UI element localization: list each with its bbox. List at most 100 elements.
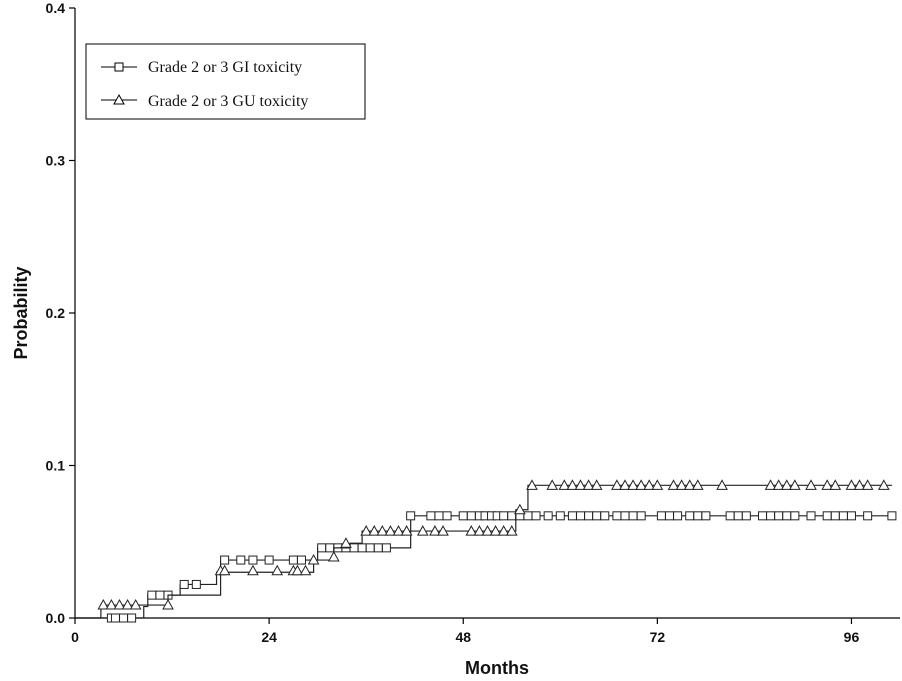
censor-square-marker — [543, 511, 553, 521]
censor-triangle-marker — [129, 599, 142, 610]
censor-square-marker — [725, 511, 735, 521]
y-tick-label: 0.2 — [46, 305, 66, 321]
censor-square-marker — [220, 555, 230, 565]
censor-triangle-marker — [619, 479, 631, 490]
censor-square-marker — [179, 579, 189, 589]
x-tick-label: 0 — [71, 629, 79, 645]
censor-triangle-marker — [481, 525, 494, 536]
censor-square-marker — [600, 511, 610, 521]
y-tick-label: 0.4 — [46, 0, 66, 16]
y-tick-label: 0.1 — [46, 458, 66, 474]
censor-triangle-marker — [764, 479, 777, 490]
censor-square-marker — [119, 613, 129, 623]
censor-triangle-marker — [667, 479, 680, 490]
censor-square-marker — [790, 511, 800, 521]
censor-square-marker — [349, 543, 359, 553]
x-tick-label: 48 — [455, 629, 471, 645]
censor-square-marker — [612, 511, 622, 521]
censor-square-marker — [567, 511, 577, 521]
censor-triangle-marker — [437, 525, 449, 536]
censor-triangle-marker — [376, 525, 389, 536]
censor-square-marker — [426, 511, 436, 521]
censor-square-marker — [830, 511, 840, 521]
censor-square-marker — [592, 511, 602, 521]
censor-triangle-marker — [772, 479, 785, 490]
censor-square-marker — [191, 579, 201, 589]
censor-triangle-marker — [218, 564, 231, 576]
censor-triangle-marker — [340, 537, 352, 548]
censor-triangle-marker — [505, 525, 518, 536]
censor-triangle-marker — [113, 599, 126, 610]
censor-square-marker — [406, 511, 416, 521]
censor-triangle-marker — [465, 525, 478, 536]
x-tick-label: 24 — [261, 629, 277, 645]
legend-entry-gu: Grade 2 or 3 GU toxicity — [101, 93, 308, 110]
censor-triangle-marker — [473, 525, 486, 536]
censor-square-marker — [846, 511, 856, 521]
censor-square-marker — [236, 555, 246, 565]
censor-square-marker — [264, 555, 274, 565]
censor-square-marker — [664, 511, 674, 521]
censor-triangle-marker — [416, 525, 429, 536]
censor-triangle-marker — [861, 479, 874, 490]
censor-square-marker — [636, 511, 646, 521]
censor-triangle-marker — [327, 550, 340, 562]
censor-triangle-marker — [546, 479, 559, 490]
censor-square-marker — [887, 511, 897, 521]
legend-square-marker — [114, 62, 124, 72]
censor-triangle-marker — [805, 479, 817, 490]
censor-square-marker — [822, 511, 832, 521]
censor-square-marker — [507, 511, 517, 521]
censor-square-marker — [806, 511, 816, 521]
y-ticks: 0.0 0.1 0.2 0.3 0.4 — [46, 0, 75, 626]
censor-square-marker — [434, 511, 444, 521]
censor-square-marker — [620, 511, 630, 521]
series-step-line — [75, 484, 892, 619]
censor-square-marker — [155, 590, 165, 600]
series-gu — [75, 479, 892, 619]
censor-square-marker — [381, 543, 391, 553]
censor-square-marker — [701, 511, 711, 521]
censor-square-marker — [466, 511, 476, 521]
censor-triangle-marker — [105, 599, 118, 610]
censor-square-marker — [442, 511, 452, 521]
censor-square-marker — [499, 511, 509, 521]
censor-square-marker — [766, 511, 776, 521]
censor-triangle-marker — [162, 599, 174, 610]
censor-square-marker — [782, 511, 792, 521]
censor-triangle-marker — [307, 554, 320, 565]
censor-square-marker — [296, 555, 306, 565]
censor-square-marker — [110, 613, 120, 623]
censor-triangle-marker — [845, 479, 858, 490]
censor-triangle-marker — [691, 479, 704, 490]
censor-triangle-marker — [829, 479, 842, 490]
censor-square-marker — [838, 511, 848, 521]
censor-square-marker — [628, 511, 638, 521]
y-tick-label: 0.3 — [46, 153, 66, 169]
censor-triangle-marker — [360, 525, 373, 536]
censor-square-marker — [365, 543, 375, 553]
censor-square-marker — [555, 511, 565, 521]
censor-triangle-marker — [877, 479, 890, 490]
censor-triangle-marker — [526, 479, 538, 490]
censor-triangle-marker — [368, 525, 381, 536]
censor-triangle-marker — [675, 479, 688, 490]
censor-square-marker — [325, 543, 335, 553]
censor-triangle-marker — [683, 479, 696, 490]
censor-triangle-marker — [716, 479, 728, 490]
censor-square-marker — [458, 511, 468, 521]
censor-triangle-marker — [780, 479, 793, 490]
y-tick-label: 0.0 — [46, 610, 66, 626]
censor-triangle-marker — [853, 479, 866, 490]
censor-triangle-marker — [514, 503, 526, 515]
censor-square-marker — [774, 511, 784, 521]
censor-square-marker — [863, 511, 873, 521]
y-axis-title: Probability — [11, 266, 31, 359]
censor-square-marker — [733, 511, 743, 521]
censor-triangle-marker — [574, 479, 587, 490]
censor-triangle-marker — [247, 564, 259, 576]
censor-square-marker — [576, 511, 586, 521]
censor-triangle-marker — [611, 479, 623, 490]
censor-square-marker — [373, 543, 383, 553]
censor-triangle-marker — [651, 479, 664, 490]
